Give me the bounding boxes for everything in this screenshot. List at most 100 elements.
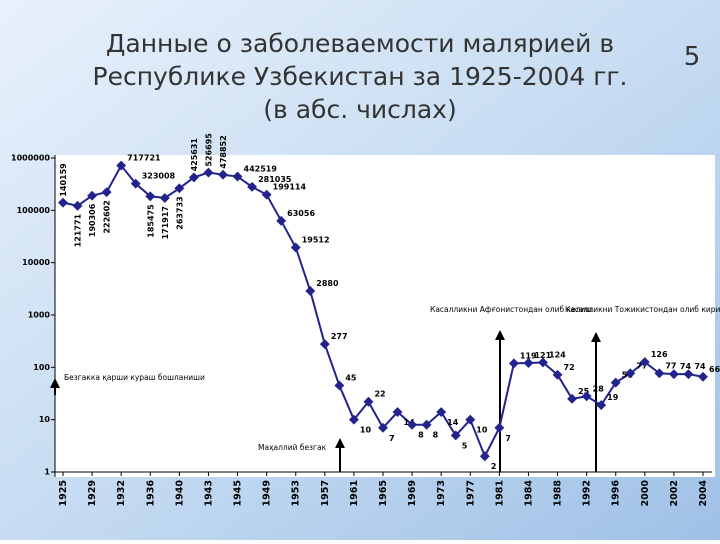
arrowhead xyxy=(495,330,505,340)
data-label: 14 xyxy=(447,418,459,427)
data-label: 72 xyxy=(564,363,575,372)
data-label: 281035 xyxy=(258,175,292,184)
x-tick-label: 1977 xyxy=(465,480,476,506)
data-label: 121771 xyxy=(74,213,83,247)
plot-area xyxy=(55,155,715,477)
annotation-arrows xyxy=(50,330,601,472)
y-tick-label: 1 xyxy=(44,468,50,477)
data-label: 22 xyxy=(374,390,385,399)
y-tick-label: 1000000 xyxy=(11,154,50,163)
data-label: 8 xyxy=(418,431,424,440)
x-tick-label: 1981 xyxy=(494,480,505,506)
data-label: 19 xyxy=(607,393,619,402)
x-tick-label: 1940 xyxy=(174,480,185,507)
data-point xyxy=(378,422,388,433)
annotation: Касалликни Тожикистондан олиб кириш xyxy=(565,305,720,314)
data-point xyxy=(625,368,636,379)
x-tick-label: 1992 xyxy=(582,480,593,506)
data-label: 25 xyxy=(578,387,590,396)
y-tick-label: 1000 xyxy=(28,311,51,320)
data-label: 425631 xyxy=(190,138,199,172)
data-label: 2 xyxy=(491,462,497,471)
data-point xyxy=(610,377,621,388)
x-tick-label: 2002 xyxy=(669,480,680,506)
data-label: 28 xyxy=(593,384,605,393)
data-point xyxy=(494,422,505,433)
data-label: 323008 xyxy=(142,172,176,181)
arrowhead xyxy=(591,332,601,342)
x-tick-label: 2000 xyxy=(640,480,651,507)
data-point xyxy=(552,369,563,380)
x-tick-label: 1949 xyxy=(262,480,273,506)
y-tick-label: 10000 xyxy=(22,258,50,267)
data-point xyxy=(567,393,578,404)
data-point xyxy=(232,171,243,182)
data-point xyxy=(668,369,679,380)
data-point xyxy=(436,407,447,417)
x-tick-label: 1961 xyxy=(349,480,360,506)
data-point xyxy=(465,414,476,425)
data-point xyxy=(596,400,607,411)
data-point xyxy=(159,193,170,203)
title-line: Данные о заболеваемости малярией в xyxy=(106,29,614,58)
data-label: 63056 xyxy=(287,209,315,218)
data-point xyxy=(392,407,403,417)
data-point xyxy=(174,183,185,194)
data-point xyxy=(479,451,490,462)
data-point xyxy=(698,371,708,382)
data-label: 717721 xyxy=(127,154,161,163)
data-point xyxy=(450,430,461,441)
data-point xyxy=(319,339,330,350)
data-point xyxy=(72,200,83,211)
data-point xyxy=(363,396,374,407)
data-label: 10 xyxy=(476,426,488,435)
arrowhead xyxy=(50,378,60,388)
annotation: Безгакка қарши кураш бошланиши xyxy=(64,373,205,382)
data-point xyxy=(145,191,156,202)
data-label: 45 xyxy=(345,373,357,382)
data-label: 74 xyxy=(680,362,692,371)
x-tick-label: 1936 xyxy=(145,480,156,507)
data-point xyxy=(407,419,418,430)
x-tick-label: 1943 xyxy=(203,480,214,506)
y-tick-label: 10 xyxy=(39,415,51,424)
y-tick-label: 100 xyxy=(33,363,50,372)
data-label: 199114 xyxy=(273,183,307,192)
title-line: Республике Узбекистан за 1925-2004 гг. xyxy=(93,62,628,91)
data-point xyxy=(581,391,592,402)
data-label: 119 xyxy=(520,351,537,360)
x-tick-label: 1984 xyxy=(523,480,534,507)
data-label: 124 xyxy=(549,350,566,359)
x-tick-label: 1965 xyxy=(378,480,389,506)
data-label: 263733 xyxy=(175,196,184,229)
data-point xyxy=(130,178,141,189)
data-point xyxy=(290,242,301,253)
data-point xyxy=(261,189,272,200)
data-label: 478852 xyxy=(219,135,228,168)
data-point xyxy=(639,357,650,368)
x-tick-label: 1932 xyxy=(116,480,127,506)
annotation: Маҳаллий безгак xyxy=(258,443,327,452)
data-label: 277 xyxy=(331,332,348,341)
x-tick-label: 1969 xyxy=(407,480,418,506)
title-line: (в абс. числах) xyxy=(263,95,456,124)
data-label: 7 xyxy=(389,434,395,443)
annotation: Касалликни Афғонистондан олиб келиш xyxy=(430,305,592,314)
data-label: 442519 xyxy=(244,165,278,174)
data-point xyxy=(116,160,127,171)
y-tick-label: 100000 xyxy=(17,206,51,215)
data-label: 19512 xyxy=(302,235,330,244)
data-point xyxy=(101,187,112,198)
data-point xyxy=(538,357,548,368)
data-point xyxy=(523,358,534,368)
data-label: 126 xyxy=(651,350,668,359)
data-label: 2880 xyxy=(316,279,339,288)
data-label: 66 xyxy=(709,365,720,374)
x-tick-label: 1973 xyxy=(436,480,447,506)
data-label: 5 xyxy=(462,441,468,450)
data-label: 77 xyxy=(636,361,647,370)
data-point xyxy=(247,181,258,192)
x-tick-label: 1957 xyxy=(320,480,331,506)
data-point xyxy=(188,172,199,183)
